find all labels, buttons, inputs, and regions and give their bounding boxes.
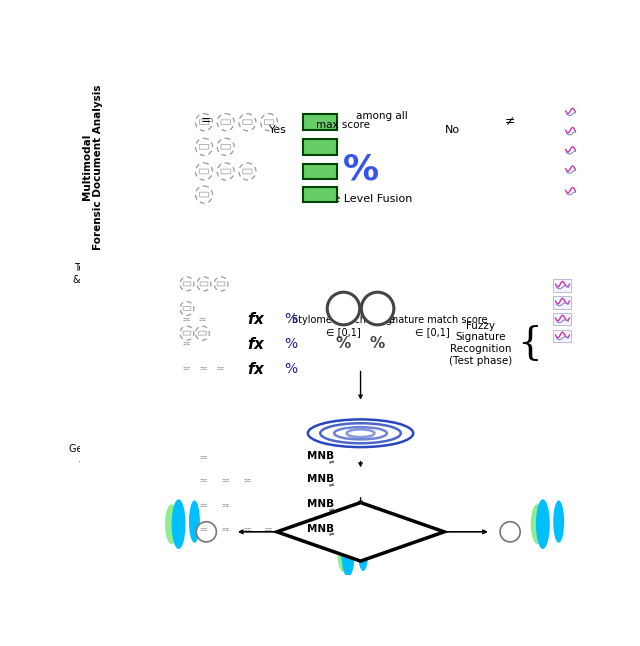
- FancyBboxPatch shape: [200, 282, 208, 286]
- FancyBboxPatch shape: [303, 187, 337, 202]
- FancyBboxPatch shape: [563, 106, 581, 118]
- FancyBboxPatch shape: [563, 145, 581, 157]
- FancyBboxPatch shape: [553, 330, 572, 342]
- Ellipse shape: [90, 295, 104, 342]
- Ellipse shape: [553, 501, 564, 543]
- Text: Multimodal
Forensic Document Analysis: Multimodal Forensic Document Analysis: [82, 84, 103, 249]
- Text: ⇌: ⇌: [328, 483, 333, 488]
- Text: Stylome match score
∈ [0,1]: Stylome match score ∈ [0,1]: [292, 315, 395, 337]
- Text: ⊃⊂: ⊃⊂: [243, 528, 252, 533]
- Text: Genuine author
& his books: Genuine author & his books: [69, 444, 145, 466]
- Circle shape: [500, 522, 520, 542]
- FancyBboxPatch shape: [303, 139, 337, 154]
- Text: $\bfit{fx}$: $\bfit{fx}$: [247, 311, 266, 328]
- Text: Score Level Fusion: Score Level Fusion: [309, 194, 412, 204]
- Text: ⊃⊂: ⊃⊂: [183, 317, 191, 322]
- Text: No: No: [444, 125, 460, 135]
- Text: %: %: [342, 152, 379, 186]
- Text: ⊃⊂: ⊃⊂: [221, 528, 230, 533]
- FancyBboxPatch shape: [221, 169, 230, 174]
- Text: %: %: [284, 337, 298, 351]
- Text: %: %: [336, 337, 351, 351]
- Text: ⊃⊂: ⊃⊂: [198, 317, 207, 322]
- Text: Train: Train: [369, 483, 454, 512]
- Text: ⇌: ⇌: [328, 508, 333, 513]
- FancyBboxPatch shape: [217, 282, 225, 286]
- Text: }: }: [300, 328, 319, 359]
- Circle shape: [327, 292, 360, 325]
- Text: %: %: [370, 337, 385, 351]
- Ellipse shape: [172, 499, 186, 549]
- Ellipse shape: [358, 531, 368, 571]
- FancyBboxPatch shape: [127, 143, 145, 166]
- Text: =: =: [201, 114, 212, 127]
- FancyBboxPatch shape: [243, 120, 252, 125]
- Text: ⊃⊂: ⊃⊂: [183, 366, 191, 371]
- FancyBboxPatch shape: [183, 282, 191, 286]
- Polygon shape: [277, 503, 444, 561]
- Text: ⊃⊂: ⊃⊂: [200, 528, 208, 533]
- FancyBboxPatch shape: [198, 331, 206, 335]
- Text: }: }: [143, 318, 163, 349]
- Text: Fuzzy
Signature
Recognition
(Test phase): Fuzzy Signature Recognition (Test phase): [449, 321, 512, 366]
- Text: ⊃⊂: ⊃⊂: [200, 455, 208, 461]
- Text: {: {: [517, 326, 542, 362]
- Ellipse shape: [536, 499, 550, 549]
- Text: ⊃⊂: ⊃⊂: [183, 342, 191, 346]
- Text: Signature match score
∈ [0,1]: Signature match score ∈ [0,1]: [378, 315, 488, 337]
- Text: Yes: Yes: [269, 125, 287, 135]
- FancyBboxPatch shape: [183, 307, 191, 311]
- FancyBboxPatch shape: [303, 163, 337, 179]
- FancyBboxPatch shape: [183, 331, 191, 335]
- Text: MNB: MNB: [307, 474, 334, 484]
- Text: ⇌: ⇌: [328, 532, 333, 537]
- FancyBboxPatch shape: [563, 185, 581, 198]
- Circle shape: [362, 292, 394, 325]
- Ellipse shape: [531, 505, 544, 544]
- Ellipse shape: [102, 126, 116, 177]
- Text: {: {: [545, 477, 572, 519]
- FancyBboxPatch shape: [563, 125, 581, 138]
- FancyBboxPatch shape: [199, 145, 209, 149]
- Circle shape: [196, 522, 216, 542]
- Text: }: }: [153, 479, 178, 516]
- FancyBboxPatch shape: [553, 279, 572, 291]
- Text: %: %: [284, 312, 298, 326]
- FancyBboxPatch shape: [199, 193, 209, 197]
- Ellipse shape: [337, 535, 349, 572]
- Ellipse shape: [189, 501, 200, 543]
- Text: ⊃⊂: ⊃⊂: [200, 366, 208, 371]
- FancyBboxPatch shape: [553, 313, 572, 326]
- Text: ⇌: ⇌: [328, 460, 333, 465]
- FancyBboxPatch shape: [303, 114, 337, 130]
- Text: Tested author
& Tested book: Tested author & Tested book: [73, 263, 141, 285]
- Text: ⊃⊂: ⊃⊂: [200, 479, 208, 483]
- FancyBboxPatch shape: [264, 120, 274, 125]
- FancyBboxPatch shape: [221, 120, 230, 125]
- Text: MNB: MNB: [307, 524, 334, 534]
- Text: ⊃⊂: ⊃⊂: [221, 479, 230, 483]
- Text: max score: max score: [317, 120, 371, 130]
- FancyBboxPatch shape: [120, 306, 136, 331]
- Text: n-grams: n-grams: [237, 557, 287, 570]
- Text: ⊃⊂: ⊃⊂: [221, 503, 230, 508]
- Text: $\bfit{fx}$: $\bfit{fx}$: [247, 360, 266, 377]
- Ellipse shape: [165, 505, 178, 544]
- Text: ⊃⊂: ⊃⊂: [200, 503, 208, 508]
- FancyBboxPatch shape: [199, 120, 209, 125]
- Text: ⊃⊂: ⊃⊂: [265, 528, 273, 533]
- Ellipse shape: [81, 125, 98, 184]
- FancyBboxPatch shape: [243, 169, 252, 174]
- Text: MNB: MNB: [307, 499, 334, 509]
- FancyBboxPatch shape: [553, 297, 572, 309]
- FancyBboxPatch shape: [563, 163, 581, 176]
- Text: among all: among all: [356, 111, 408, 121]
- Ellipse shape: [341, 530, 355, 577]
- FancyBboxPatch shape: [199, 169, 209, 174]
- FancyBboxPatch shape: [127, 170, 145, 193]
- Text: ≠: ≠: [505, 114, 515, 127]
- Text: %: %: [284, 362, 298, 375]
- FancyBboxPatch shape: [221, 145, 230, 149]
